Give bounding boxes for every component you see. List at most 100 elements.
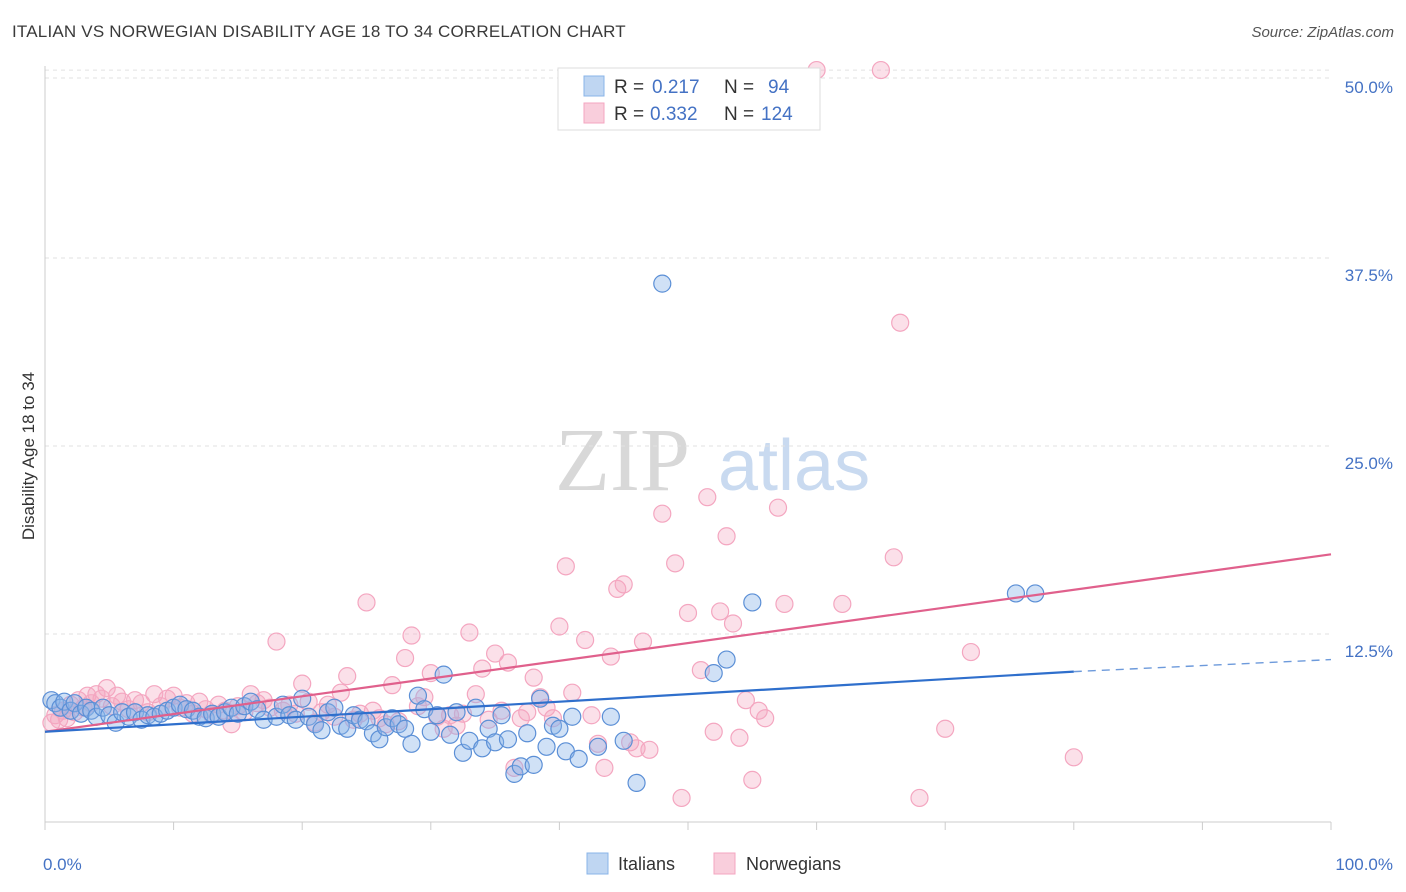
norwegians-point-116 bbox=[833, 594, 852, 614]
x-tick-label-0: 0.0% bbox=[43, 855, 82, 874]
y-axis-title: Disability Age 18 to 34 bbox=[19, 372, 38, 540]
norwegians-trend-line bbox=[44, 553, 1332, 733]
italians-point-10 bbox=[93, 698, 112, 717]
y-tick-label-1: 25.0% bbox=[1345, 454, 1393, 473]
norwegians-point-99 bbox=[666, 554, 685, 573]
norwegians-point-97 bbox=[640, 740, 659, 759]
norwegians-point-87 bbox=[576, 630, 595, 650]
bottom-legend: Italians Norwegians bbox=[586, 852, 841, 875]
norwegians-point-40 bbox=[267, 632, 286, 651]
norwegians-point-83 bbox=[543, 709, 563, 728]
italians-point-91 bbox=[743, 593, 762, 612]
norwegians-point-108 bbox=[730, 728, 749, 747]
norwegians-point-70 bbox=[460, 623, 479, 642]
norwegians-point-44 bbox=[293, 674, 312, 693]
bottom-legend-norwegians: Norwegians bbox=[746, 854, 841, 874]
legend-n-norwegians: 124 bbox=[761, 104, 793, 125]
italians-point-82 bbox=[563, 707, 582, 726]
norwegians-point-123 bbox=[1064, 748, 1083, 767]
norwegians-point-110 bbox=[743, 770, 762, 789]
norwegians-point-61 bbox=[402, 626, 421, 645]
norwegians-point-80 bbox=[524, 668, 543, 687]
italians-point-72 bbox=[498, 730, 518, 749]
bottom-legend-italians: Italians bbox=[618, 854, 675, 874]
norwegians-point-71 bbox=[466, 685, 485, 704]
norwegians-point-93 bbox=[614, 575, 633, 594]
italians-point-87 bbox=[627, 773, 646, 793]
italians-point-5 bbox=[65, 694, 84, 713]
legend-r-label: R = bbox=[614, 77, 644, 98]
chart-title: ITALIAN VS NORWEGIAN DISABILITY AGE 18 T… bbox=[12, 22, 626, 41]
bottom-legend-swatch-norwegians bbox=[713, 852, 736, 875]
norwegians-point-98 bbox=[653, 504, 672, 523]
italians-point-73 bbox=[505, 764, 524, 783]
x-tick-labels: 0.0% 100.0% bbox=[43, 855, 1393, 874]
italians-point-89 bbox=[704, 664, 723, 683]
norwegians-point-54 bbox=[357, 593, 376, 612]
norwegians-point-74 bbox=[486, 644, 505, 663]
norwegians-point-103 bbox=[698, 488, 717, 507]
top-legend: R = 0.217 N = 94 R = 0.332 N = 124 bbox=[557, 67, 821, 131]
italians-point-76 bbox=[524, 755, 543, 774]
italians-point-61 bbox=[428, 706, 447, 725]
italians-point-83 bbox=[569, 749, 588, 768]
italians-point-71 bbox=[492, 706, 511, 725]
watermark-atlas: atlas bbox=[718, 426, 870, 506]
chart-source: Source: ZipAtlas.com bbox=[1251, 24, 1394, 41]
italians-point-63 bbox=[440, 725, 460, 744]
norwegians-point-112 bbox=[756, 709, 775, 728]
norwegians-point-79 bbox=[518, 703, 537, 722]
italians-point-56 bbox=[395, 719, 415, 738]
legend-n-label-2: N = bbox=[724, 104, 754, 125]
trend-lines bbox=[44, 553, 1332, 733]
italians-point-60 bbox=[421, 722, 440, 741]
norwegians-point-113 bbox=[768, 498, 788, 517]
italians-trend-line bbox=[44, 670, 1074, 733]
norwegians-point-90 bbox=[595, 758, 614, 777]
watermark-zip: ZIP bbox=[555, 411, 690, 510]
norwegians-point-77 bbox=[505, 758, 524, 777]
bottom-legend-swatch-italians bbox=[586, 852, 609, 875]
italians-point-90 bbox=[717, 650, 736, 669]
norwegians-point-60 bbox=[395, 648, 415, 668]
norwegians-point-120 bbox=[910, 788, 929, 808]
legend-n-label: N = bbox=[724, 77, 754, 98]
norwegians-point-12 bbox=[92, 689, 111, 708]
norwegians-point-91 bbox=[601, 647, 620, 666]
norwegians-point-119 bbox=[891, 313, 910, 332]
italians-point-75 bbox=[518, 724, 537, 743]
italians-point-45 bbox=[325, 698, 344, 717]
norwegians-point-118 bbox=[884, 548, 903, 567]
italians-point-88 bbox=[653, 274, 672, 293]
norwegians-point-111 bbox=[749, 701, 768, 720]
norwegians-point-114 bbox=[775, 594, 794, 614]
y-tick-label-2: 37.5% bbox=[1345, 266, 1393, 285]
y-tick-labels: 12.5% 25.0% 37.5% 50.0% bbox=[1345, 78, 1393, 661]
italians-point-43 bbox=[312, 721, 331, 740]
y-tick-label-0: 12.5% bbox=[1345, 642, 1393, 661]
norwegians-point-72 bbox=[473, 659, 492, 678]
norwegians-point-104 bbox=[704, 722, 723, 741]
legend-swatch-norwegians bbox=[583, 102, 605, 124]
norwegians-point-105 bbox=[711, 602, 730, 621]
norwegians-point-106 bbox=[717, 527, 736, 546]
norwegians-point-55 bbox=[363, 701, 383, 720]
italians-trend-extension bbox=[1073, 658, 1332, 673]
italians-point-80 bbox=[550, 719, 569, 738]
italians-point-78 bbox=[537, 737, 556, 756]
x-tick-label-1: 100.0% bbox=[1335, 855, 1393, 874]
italians-point-84 bbox=[588, 737, 608, 756]
italians-point-57 bbox=[402, 734, 421, 753]
italians-point-86 bbox=[614, 731, 633, 750]
y-tick-label-3: 50.0% bbox=[1345, 78, 1393, 97]
norwegians-point-101 bbox=[678, 603, 698, 623]
italians-point-49 bbox=[350, 710, 370, 729]
italians-point-77 bbox=[531, 689, 550, 708]
legend-r-italians: 0.217 bbox=[652, 77, 700, 98]
legend-r-norwegians: 0.332 bbox=[650, 104, 698, 125]
norwegians-point-75 bbox=[492, 701, 511, 720]
italians-point-40 bbox=[293, 689, 312, 708]
axes bbox=[44, 66, 1332, 830]
norwegians-point-13 bbox=[97, 679, 116, 698]
